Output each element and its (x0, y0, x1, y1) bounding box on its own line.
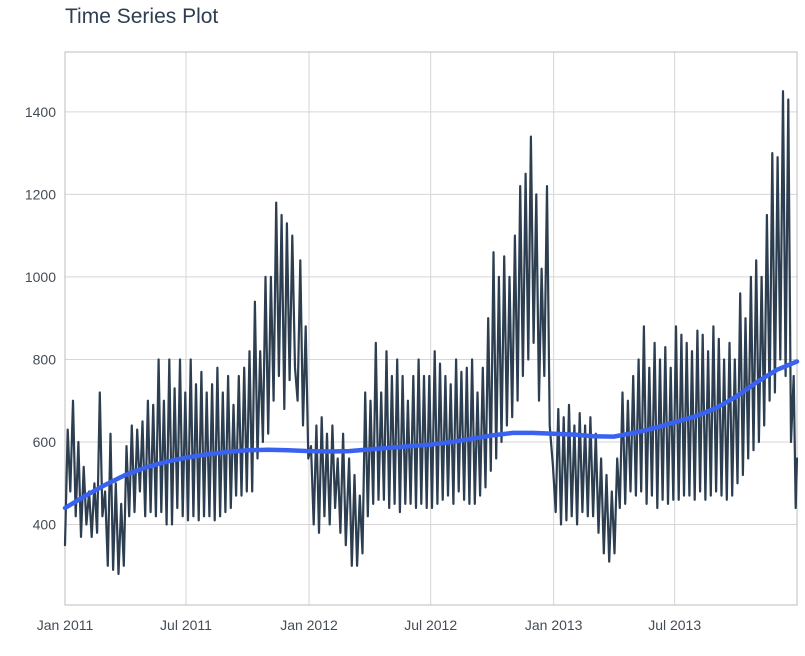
y-axis-ticks: 400 600 800 1000 1200 1400 (25, 104, 56, 533)
x-tick-label: Jan 2011 (37, 617, 94, 633)
series-line-trend (62, 359, 800, 511)
grid-lines (64, 52, 797, 605)
x-tick-label: Jul 2011 (160, 617, 212, 633)
y-tick-label: 1200 (25, 186, 56, 202)
y-tick-label: 1400 (25, 104, 56, 120)
y-tick-label: 600 (33, 434, 57, 450)
series-layer (62, 90, 800, 576)
x-tick-label: Jul 2013 (648, 617, 701, 633)
y-tick-label: 800 (33, 351, 57, 367)
y-tick-label: 1000 (25, 269, 56, 285)
x-tick-label: Jan 2013 (525, 617, 583, 633)
plot-frame (64, 51, 798, 606)
x-tick-label: Jul 2012 (404, 617, 457, 633)
x-axis-ticks: Jan 2011 Jul 2011 Jan 2012 Jul 2012 Jan 2013… (37, 617, 702, 633)
chart-title: Time Series Plot (65, 5, 219, 28)
series-line-daily (63, 90, 799, 576)
x-tick-label: Jan 2012 (280, 617, 338, 633)
y-tick-label: 400 (33, 517, 57, 533)
